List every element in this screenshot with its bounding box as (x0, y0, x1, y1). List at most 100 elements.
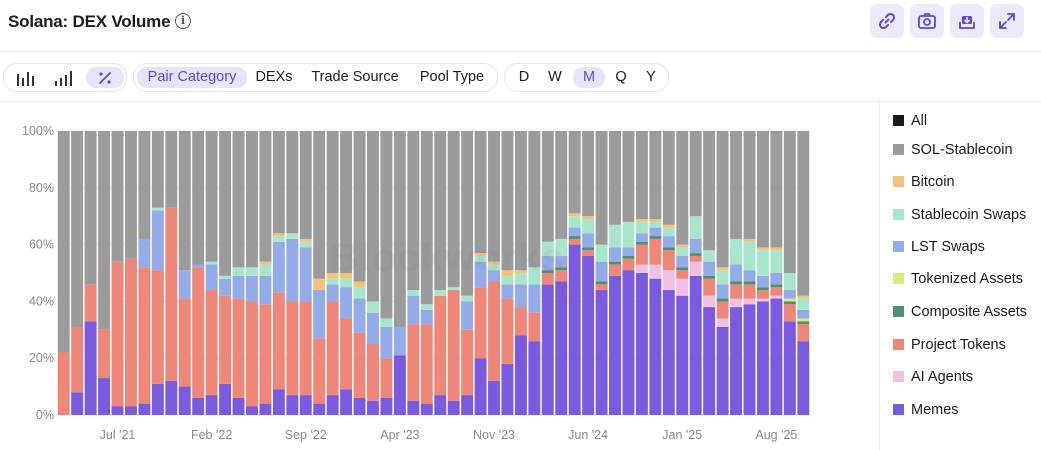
bar-segment[interactable] (609, 224, 621, 248)
bar-segment[interactable] (353, 281, 366, 288)
bar-segment[interactable] (595, 244, 608, 262)
bar-segment[interactable] (407, 324, 420, 401)
bar-segment[interactable] (609, 131, 621, 225)
bar-segment[interactable] (622, 221, 635, 248)
bar-segment[interactable] (488, 380, 500, 415)
bar-segment[interactable] (756, 301, 769, 415)
interval-m-button[interactable]: M (573, 67, 605, 88)
bar-segment[interactable] (380, 326, 393, 359)
bar-segment[interactable] (528, 267, 541, 285)
bar-segment[interactable] (797, 318, 810, 322)
bar-segment[interactable] (635, 233, 648, 242)
bar-segment[interactable] (393, 131, 406, 327)
bar-segment[interactable] (326, 395, 339, 415)
bar-segment[interactable] (501, 131, 514, 271)
bar-segment[interactable] (514, 131, 527, 271)
bar-segment[interactable] (259, 264, 272, 276)
bar-segment[interactable] (770, 273, 783, 285)
bar-segment[interactable] (730, 131, 743, 239)
bar-segment[interactable] (635, 264, 648, 273)
bar-segment[interactable] (703, 278, 716, 296)
bar-segment[interactable] (57, 352, 70, 415)
bar-segment[interactable] (151, 270, 164, 384)
bar-segment[interactable] (582, 131, 595, 217)
bar-segment[interactable] (716, 301, 729, 319)
bar-segment[interactable] (649, 238, 662, 265)
bar-segment[interactable] (98, 329, 111, 379)
bar-segment[interactable] (420, 131, 433, 305)
bar-segment[interactable] (676, 255, 689, 268)
tab-pair-category[interactable]: Pair Category (137, 67, 247, 88)
bar-segment[interactable] (461, 329, 474, 396)
legend-item[interactable]: All (893, 112, 927, 130)
bar-segment[interactable] (353, 397, 366, 415)
bar-segment[interactable] (676, 247, 689, 256)
bar-segment[interactable] (326, 131, 339, 273)
bar-segment[interactable] (635, 219, 648, 222)
bar-segment[interactable] (635, 221, 648, 234)
bar-segment[interactable] (797, 131, 810, 296)
bar-segment[interactable] (232, 275, 245, 299)
bar-segment[interactable] (676, 295, 689, 415)
bar-segment[interactable] (340, 318, 353, 390)
bar-segment[interactable] (662, 131, 675, 225)
bar-segment[interactable] (124, 406, 137, 415)
bar-segment[interactable] (662, 236, 675, 248)
bar-segment[interactable] (783, 301, 796, 305)
bar-segment[interactable] (326, 284, 339, 302)
bar-segment[interactable] (568, 227, 581, 237)
bar-segment[interactable] (582, 216, 595, 220)
bar-segment[interactable] (649, 131, 662, 220)
bar-segment[interactable] (205, 261, 218, 265)
bar-segment[interactable] (461, 395, 474, 415)
bar-segment[interactable] (568, 244, 581, 415)
bar-segment[interactable] (313, 403, 326, 415)
bar-segment[interactable] (514, 273, 527, 285)
bar-segment[interactable] (756, 287, 769, 291)
bar-segment[interactable] (380, 131, 393, 319)
bar-segment[interactable] (138, 267, 151, 404)
bar-segment[interactable] (353, 131, 366, 282)
bar-segment[interactable] (568, 238, 581, 245)
bar-segment[interactable] (756, 298, 769, 302)
bar-segment[interactable] (743, 298, 756, 305)
bar-segment[interactable] (178, 386, 191, 415)
bar-segment[interactable] (286, 238, 299, 302)
bar-segment[interactable] (259, 261, 272, 265)
legend-item[interactable]: LST Swaps (893, 238, 985, 256)
bar-segment[interactable] (165, 380, 178, 415)
bar-segment[interactable] (703, 131, 716, 251)
bar-segment[interactable] (649, 236, 662, 239)
bar-segment[interactable] (420, 304, 433, 310)
bar-segment[interactable] (434, 131, 447, 291)
bar-segment[interactable] (111, 406, 124, 415)
bar-segment[interactable] (340, 278, 353, 288)
bar-segment[interactable] (676, 270, 689, 279)
bar-segment[interactable] (635, 131, 648, 220)
bar-segment[interactable] (689, 255, 702, 262)
tab-dexs[interactable]: DEXs (255, 69, 293, 85)
bar-segment[interactable] (689, 216, 702, 239)
bar-segment[interactable] (178, 131, 191, 271)
bar-segment[interactable] (178, 270, 191, 299)
bar-segment[interactable] (743, 281, 756, 285)
bar-segment[interactable] (340, 273, 353, 279)
bar-segment[interactable] (246, 406, 258, 415)
bar-segment[interactable] (582, 255, 595, 415)
bar-segment[interactable] (797, 295, 810, 299)
bar-segment[interactable] (568, 236, 581, 239)
bar-segment[interactable] (541, 241, 554, 256)
bar-segment[interactable] (272, 131, 285, 234)
bar-segment[interactable] (420, 324, 433, 404)
bar-segment[interactable] (730, 281, 743, 285)
bar-segment[interactable] (313, 290, 326, 339)
bar-segment[interactable] (743, 238, 756, 242)
bar-segment[interactable] (756, 275, 769, 288)
legend-item[interactable]: SOL-Stablecoin (893, 141, 1013, 159)
copy-link-button[interactable] (870, 4, 904, 38)
bar-segment[interactable] (541, 284, 554, 415)
bar-segment[interactable] (272, 236, 285, 242)
bar-segment[interactable] (84, 131, 97, 285)
legend-item[interactable]: Stablecoin Swaps (893, 206, 1026, 224)
bar-segment[interactable] (393, 326, 406, 356)
